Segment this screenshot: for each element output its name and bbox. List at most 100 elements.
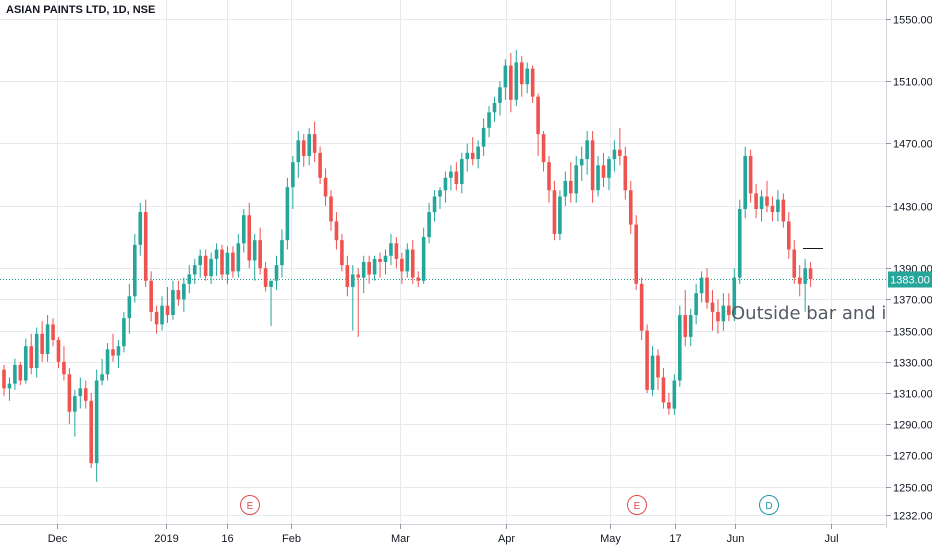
candle-body [329,196,333,222]
x-tick-label: Dec [48,533,68,545]
candle [770,196,775,222]
candle-body [301,140,306,156]
candle-body [650,355,655,390]
candle-body [383,255,388,262]
candle-body [667,402,671,409]
candle-body [634,224,638,284]
candle-body [285,187,290,241]
candle-body [394,243,399,259]
candle [18,361,23,386]
candle-body [160,305,164,325]
y-axis[interactable]: 1550.001510.001470.001430.001390.001370.… [886,15,932,523]
candle [449,165,453,191]
marker-label: D [765,501,772,512]
candle [639,277,644,340]
candle [105,343,110,381]
candle-body [443,177,448,191]
dividend-marker[interactable]: D [759,495,779,515]
candle-body [296,140,301,163]
candle [650,346,655,397]
candle-body [73,396,77,412]
candle [182,277,186,312]
candle-body [792,249,797,278]
candle-body [105,349,110,375]
candle-body [345,265,350,287]
candle-body [694,293,698,316]
candle [672,374,677,415]
y-tick-label: 1250.00 [893,483,932,495]
candle [301,134,306,167]
candle-body [438,190,442,197]
candle [351,265,355,331]
candle [329,190,333,231]
candle [432,190,437,222]
candle-body [727,305,731,316]
candle [312,121,317,163]
y-tick-label: 1290.00 [893,420,932,432]
candle-body [432,196,437,213]
candle-body [312,134,317,153]
y-tick-label: 1232.00 [893,511,932,523]
candle [667,393,671,415]
candle [405,243,410,278]
candle-body [601,165,606,178]
candle [274,255,279,291]
candle [389,233,393,266]
candle [51,318,55,347]
candle [765,180,769,213]
candle [661,368,666,409]
candle [541,131,546,172]
y-tick-label: 1510.00 [893,77,932,89]
candle [2,364,6,397]
candle-body [585,140,589,160]
candle [421,227,426,284]
candle-body [765,196,769,206]
candle [127,283,132,334]
candle-body [100,374,104,381]
candle-body [410,249,415,278]
candle [340,233,344,272]
y-tick-label: 1370.00 [893,295,932,307]
candle-body [247,215,252,261]
candle [383,249,388,275]
candle [585,131,589,175]
candle-body [688,315,693,337]
candle [416,271,420,287]
candle [252,233,257,281]
candle [492,96,497,122]
candle [727,293,731,322]
y-tick-label: 1430.00 [893,202,932,214]
candle-body [563,180,568,197]
candle [372,255,377,281]
candle-body [645,330,649,390]
candle-body [776,199,780,213]
candle [503,59,508,100]
candle [748,149,753,203]
earnings-marker[interactable]: E [627,495,647,515]
candle [656,349,660,390]
chart-annotation[interactable]: Outside bar and inside bar [731,303,887,324]
candle-body [214,249,219,259]
candle [400,252,404,284]
candle-body [34,333,39,369]
candle [7,377,12,401]
candle-body [182,283,186,300]
earnings-marker[interactable]: E [240,495,260,515]
candle [318,146,322,185]
candle [361,255,366,294]
x-axis[interactable]: Dec 2019 16 Feb Mar Apr May 17 Jun Jul [48,524,839,545]
candle-body [732,277,737,316]
candle-body [612,149,617,160]
candle-body [133,244,137,297]
candle [781,193,786,228]
candle-body [176,290,181,300]
candle [776,190,780,222]
candle [307,127,311,166]
candle-body [192,265,197,275]
x-tick-label: Feb [282,533,301,545]
candle-body [323,177,328,197]
candle-body [754,193,758,209]
candle-body [236,243,241,272]
